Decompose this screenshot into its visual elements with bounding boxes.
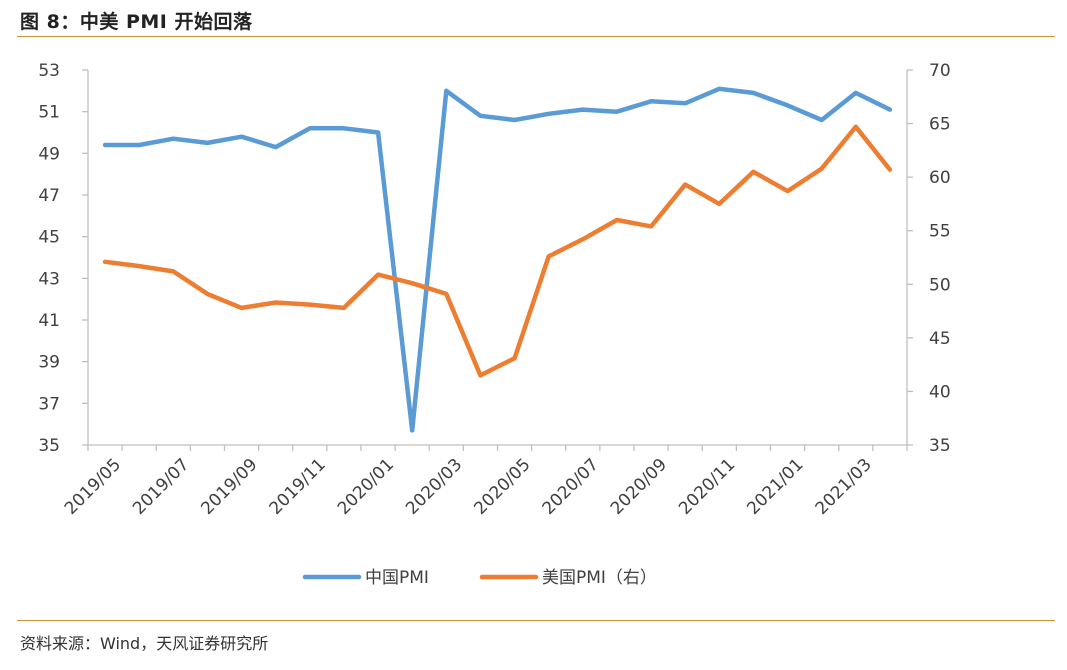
y-left-tick-label: 41 [38, 311, 60, 331]
y-left-tick-label: 45 [38, 228, 60, 248]
legend-label: 中国PMI [365, 568, 429, 588]
us-pmi-line [102, 124, 893, 378]
x-tick-label: 2020/07 [539, 455, 603, 519]
y-right-tick-label: 60 [929, 168, 951, 188]
y-left-tick-label: 51 [38, 103, 60, 123]
figure-title: 图 8：中美 PMI 开始回落 [20, 11, 253, 33]
x-tick-label: 2019/05 [61, 455, 125, 519]
y-left-tick-label: 53 [38, 61, 60, 81]
pmi-line-chart: 35 37 39 41 43 45 47 49 51 53 35 40 45 50 55 60 65 70 2019… [38, 61, 950, 588]
x-tick-label: 2021/03 [812, 455, 876, 519]
series-lines [102, 86, 893, 433]
y-left-tick-label: 43 [38, 269, 60, 289]
y-right-tick-label: 55 [929, 222, 951, 242]
x-tick-label: 2020/01 [334, 455, 398, 519]
x-tick-label: 2019/09 [197, 455, 261, 519]
y-left-tick-label: 49 [38, 144, 60, 164]
y-left-tick-label: 39 [38, 353, 60, 373]
x-tick-label: 2021/01 [743, 455, 807, 519]
legend-label: 美国PMI（右） [542, 568, 657, 588]
y-right-tick-label: 65 [929, 115, 951, 135]
x-tick-label: 2019/11 [266, 455, 330, 519]
x-tick-label: 2020/03 [402, 455, 466, 519]
x-tick-label: 2020/11 [675, 455, 739, 519]
y-right-tick-label: 35 [929, 436, 951, 456]
legend: 中国PMI 美国PMI（右） [302, 568, 657, 588]
y-right-tick-label: 50 [929, 275, 951, 295]
y-right-tick-label: 40 [929, 382, 951, 402]
x-tick-label: 2020/09 [607, 455, 671, 519]
legend-item-us-pmi: 美国PMI（右） [479, 568, 657, 588]
y-left-tick-label: 37 [38, 394, 60, 414]
y-left-tick-label: 35 [38, 436, 60, 456]
axes: 35 37 39 41 43 45 47 49 51 53 35 40 45 50 55 60 65 70 2019… [38, 61, 950, 519]
legend-item-china-pmi: 中国PMI [302, 568, 429, 588]
y-left-tick-label: 47 [38, 186, 60, 206]
footer-divider [17, 620, 1055, 621]
y-right-tick-label: 70 [929, 61, 951, 81]
y-right-tick-label: 45 [929, 329, 951, 349]
source-note: 资料来源：Wind，天风证券研究所 [20, 634, 269, 653]
x-tick-label: 2020/05 [470, 455, 534, 519]
x-tick-label: 2019/07 [129, 455, 193, 519]
title-divider [17, 36, 1055, 37]
china-pmi-line [102, 86, 893, 433]
